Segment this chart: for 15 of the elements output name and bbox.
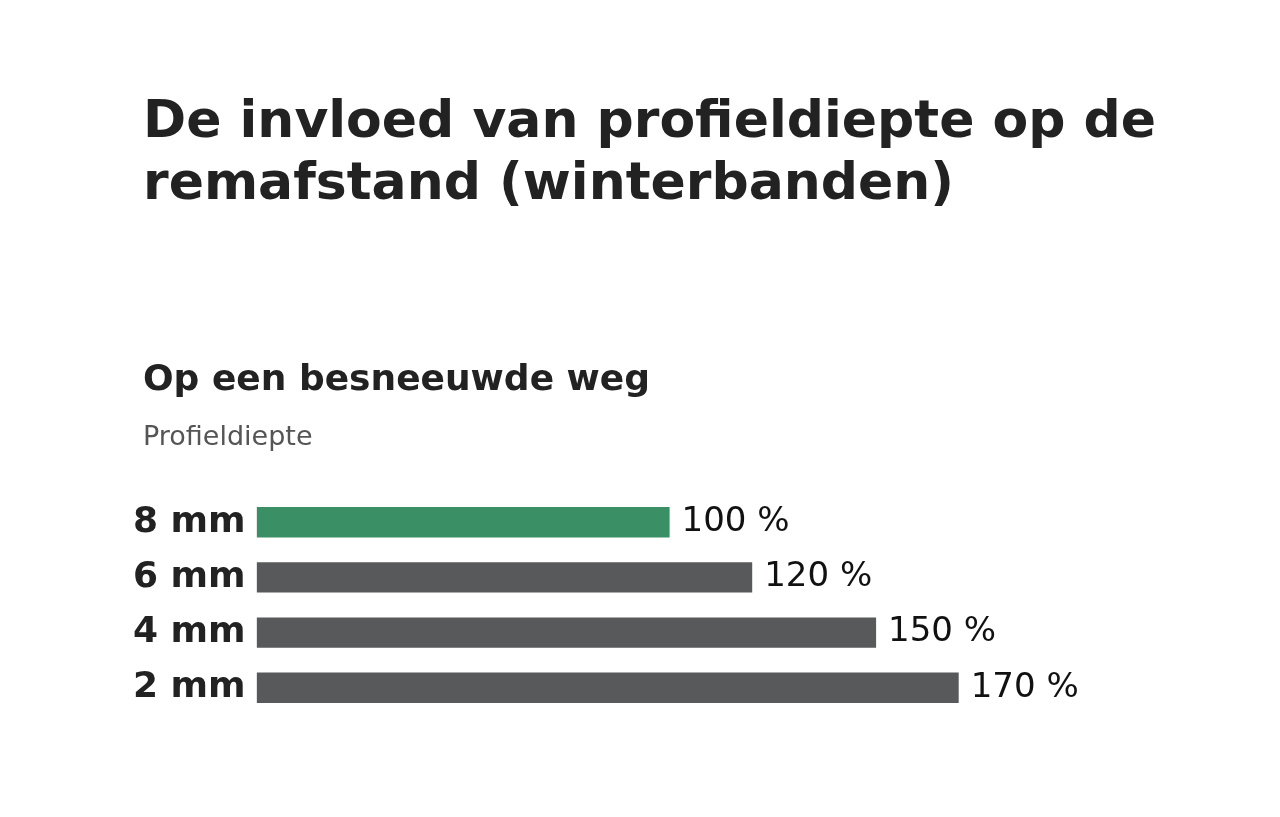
bar — [256, 562, 753, 593]
y-axis-title: Profieldiepte — [143, 420, 313, 451]
chart-subtitle: Op een besneeuwde weg — [143, 357, 651, 398]
y-tick-label: 8 mm — [133, 498, 246, 540]
bar — [256, 507, 670, 538]
data-label: 120 % — [764, 554, 873, 595]
y-tick-label: 2 mm — [133, 664, 246, 706]
chart-title: De invloed van profieldiepte op de remafstand (winterbanden) — [143, 88, 1158, 213]
bar — [256, 672, 959, 703]
bar — [256, 617, 877, 648]
data-label: 150 % — [888, 609, 997, 650]
y-tick-label: 4 mm — [133, 608, 246, 650]
y-tick-label: 6 mm — [133, 553, 246, 595]
data-label: 170 % — [970, 664, 1079, 705]
data-label: 100 % — [681, 499, 790, 540]
